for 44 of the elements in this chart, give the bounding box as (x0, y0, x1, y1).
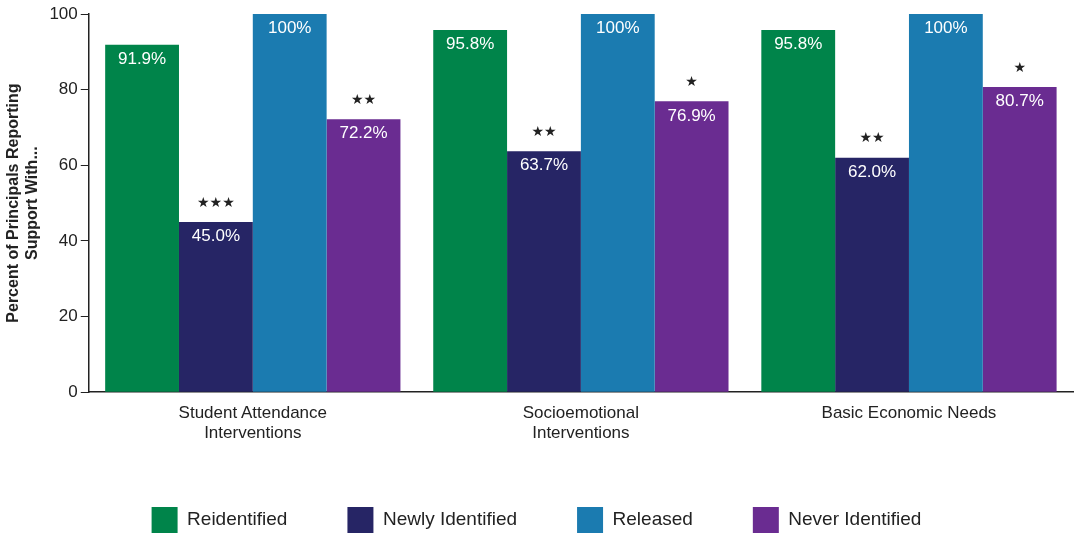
bar (252, 14, 327, 392)
y-axis-title: Percent of Principals Reporting Support With... (4, 83, 41, 323)
data-label: 100% (596, 18, 640, 38)
legend-label: Released (612, 508, 693, 530)
data-label: 91.9% (117, 48, 167, 68)
bar (326, 119, 401, 392)
bar (835, 157, 909, 392)
y-tick-label: 0 (68, 381, 78, 401)
bar (105, 44, 179, 392)
data-label: 100% (267, 18, 312, 38)
bar (761, 29, 836, 392)
data-label: 62.0% (847, 161, 897, 181)
bar (982, 86, 1057, 392)
bar (654, 101, 729, 392)
data-label: 76.9% (667, 105, 716, 125)
data-label: 45.0% (191, 226, 240, 246)
data-label: 100% (924, 18, 968, 38)
x-tick-label: Student Attendance Interventions (178, 403, 328, 443)
annotation: ★ (1013, 58, 1026, 75)
data-label: 80.7% (995, 91, 1044, 111)
data-label: 95.8% (774, 34, 823, 54)
bar (507, 151, 581, 392)
annotation: ★★ (531, 122, 557, 139)
bar (908, 14, 983, 392)
data-label: 72.2% (339, 123, 388, 143)
annotation: ★★ (859, 129, 885, 146)
bar (178, 222, 253, 392)
x-tick-label: Basic Economic Needs (821, 403, 997, 423)
legend-label: Reidentified (187, 508, 288, 530)
x-tick-label: Socioemotional Interventions (522, 403, 640, 443)
annotation: ★ (685, 73, 698, 89)
y-tick-label: 20 (58, 306, 78, 326)
bar (580, 14, 655, 392)
annotation: ★★ (350, 90, 377, 107)
y-tick-label: 80 (58, 79, 78, 99)
data-label: 95.8% (446, 34, 495, 54)
y-tick-label: 40 (58, 230, 78, 250)
legend-label: Newly Identified (382, 508, 518, 530)
y-tick-label: 60 (58, 154, 78, 174)
data-label: 63.7% (519, 155, 569, 175)
legend-label: Never Identified (788, 508, 922, 530)
bar (433, 29, 508, 392)
annotation: ★★★ (197, 193, 235, 210)
y-tick-label: 100 (49, 3, 78, 23)
